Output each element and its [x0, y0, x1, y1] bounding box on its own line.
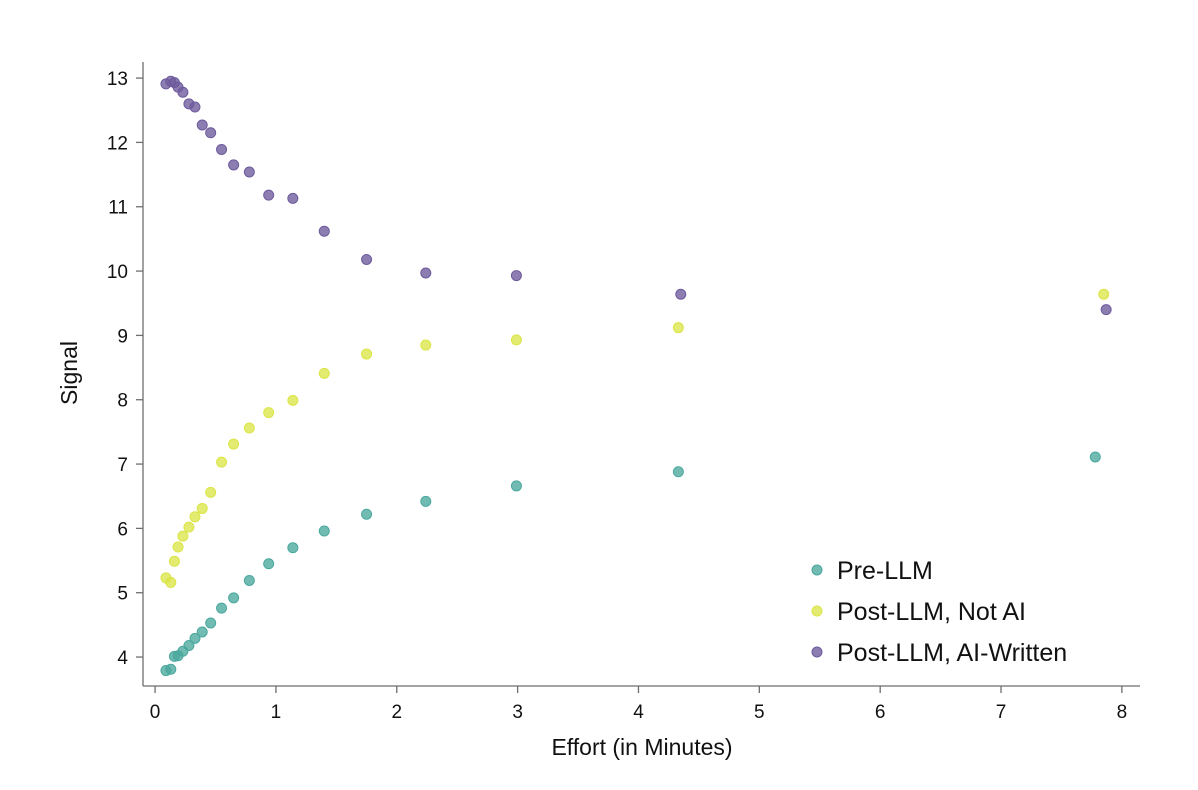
x-tick-label: 5 — [754, 702, 765, 723]
legend-label: Post-LLM, AI-Written — [837, 639, 1067, 667]
x-tick-label: 2 — [391, 702, 402, 723]
data-point — [189, 632, 201, 644]
x-tick-label: 8 — [1117, 702, 1128, 723]
data-point — [287, 542, 299, 554]
data-point — [177, 530, 189, 542]
series-0 — [160, 451, 1101, 677]
series-2 — [160, 75, 1112, 316]
data-point — [361, 348, 373, 360]
x-tick-label: 1 — [271, 702, 282, 723]
data-point — [216, 602, 228, 614]
legend-marker — [811, 646, 823, 658]
data-point — [1098, 288, 1110, 300]
legend-marker — [811, 605, 823, 617]
data-point — [196, 119, 208, 131]
data-point — [228, 438, 240, 450]
data-point — [510, 270, 522, 282]
y-tick-label: 7 — [117, 455, 128, 476]
x-tick-label: 0 — [150, 702, 161, 723]
data-point — [243, 166, 255, 178]
data-point — [172, 541, 184, 553]
data-point — [263, 558, 275, 570]
legend-label: Post-LLM, Not AI — [837, 598, 1026, 626]
y-axis-title: Signal — [56, 341, 82, 405]
data-points — [160, 75, 1112, 677]
data-point — [216, 143, 228, 155]
y-tick-label: 11 — [108, 198, 128, 219]
x-tick-label: 6 — [875, 702, 886, 723]
data-point — [243, 422, 255, 434]
data-point — [177, 86, 189, 98]
data-point — [510, 480, 522, 492]
data-point — [183, 639, 195, 651]
data-point — [228, 592, 240, 604]
data-point — [420, 339, 432, 351]
data-point — [205, 617, 217, 629]
y-tick-label: 9 — [117, 326, 128, 347]
series-1 — [160, 288, 1110, 588]
legend-marker — [811, 564, 823, 576]
data-point — [672, 466, 684, 478]
data-point — [287, 394, 299, 406]
y-tick-label: 10 — [107, 262, 128, 283]
data-point — [1100, 304, 1112, 316]
data-point — [165, 663, 177, 675]
data-point — [361, 253, 373, 265]
data-point — [263, 189, 275, 201]
y-tick-label: 6 — [117, 519, 128, 540]
data-point — [196, 502, 208, 514]
data-point — [183, 521, 195, 533]
data-point — [263, 407, 275, 419]
data-point — [189, 511, 201, 523]
legend: Pre-LLM Post-LLM, Not AI Post-LLM, AI-Writ… — [811, 557, 1067, 667]
data-point — [318, 525, 330, 537]
x-tick-label: 3 — [512, 702, 523, 723]
data-point — [420, 267, 432, 279]
data-point — [189, 101, 201, 113]
legend-label: Pre-LLM — [837, 557, 933, 585]
data-point — [318, 367, 330, 379]
y-tick-label: 5 — [117, 584, 128, 605]
x-axis-title: Effort (in Minutes) — [551, 734, 732, 760]
data-point — [165, 576, 177, 588]
data-point — [672, 322, 684, 334]
data-point — [205, 486, 217, 498]
x-tick-label: 7 — [996, 702, 1007, 723]
x-tick-label: 4 — [633, 702, 644, 723]
data-point — [228, 159, 240, 171]
y-tick-label: 13 — [107, 69, 128, 90]
data-point — [243, 574, 255, 586]
data-point — [1089, 451, 1101, 463]
data-point — [168, 555, 180, 567]
data-point — [675, 288, 687, 300]
data-point — [510, 334, 522, 346]
data-point — [361, 508, 373, 520]
y-tick-label: 8 — [117, 391, 128, 412]
y-tick-label: 4 — [117, 648, 128, 669]
data-point — [287, 192, 299, 204]
data-point — [205, 127, 217, 139]
data-point — [318, 225, 330, 237]
data-point — [196, 626, 208, 638]
data-point — [216, 456, 228, 468]
y-tick-label: 12 — [107, 133, 128, 154]
data-point — [420, 495, 432, 507]
